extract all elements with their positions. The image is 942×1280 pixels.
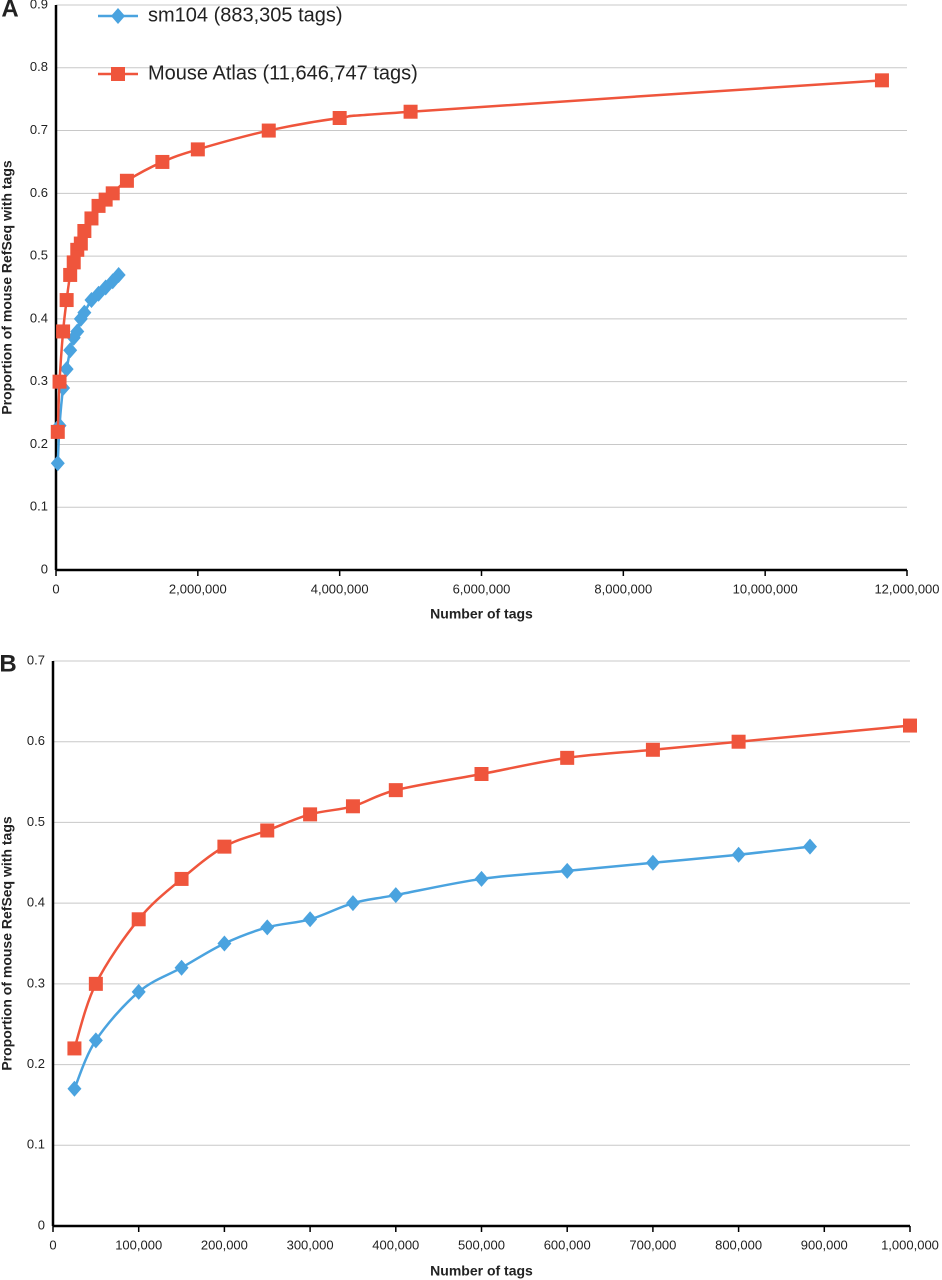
data-point	[67, 1041, 82, 1056]
panel-label: A	[1, 0, 18, 22]
data-point	[174, 959, 189, 976]
data-point	[474, 870, 489, 887]
y-tick-label: 0.7	[30, 122, 48, 137]
x-tick-label: 6,000,000	[453, 581, 511, 596]
data-point	[303, 807, 318, 822]
y-tick-label: 0.3	[27, 975, 45, 990]
data-point	[731, 734, 746, 749]
x-axis-title: Number of tags	[430, 606, 533, 622]
data-point	[50, 424, 65, 439]
y-tick-label: 0.5	[30, 248, 48, 263]
data-point	[260, 919, 275, 936]
data-point	[345, 799, 360, 814]
data-point	[131, 912, 146, 927]
y-tick-label: 0.6	[27, 733, 45, 748]
panel-label: B	[0, 650, 17, 677]
x-tick-label: 300,000	[287, 1237, 334, 1252]
data-point	[560, 862, 575, 879]
y-tick-label: 0	[38, 1217, 45, 1232]
data-point	[388, 783, 403, 798]
x-tick-label: 500,000	[458, 1237, 505, 1252]
x-tick-label: 600,000	[544, 1237, 591, 1252]
data-point	[474, 767, 489, 781]
data-point	[155, 154, 170, 169]
data-point	[119, 173, 134, 188]
data-point	[67, 1080, 82, 1097]
y-tick-label: 0.7	[27, 652, 45, 667]
legend-label: Mouse Atlas (11,646,747 tags)	[148, 62, 418, 84]
data-point	[56, 324, 71, 339]
data-point	[903, 718, 917, 733]
data-point	[217, 935, 232, 952]
x-axis-title: Number of tags	[430, 1263, 533, 1279]
x-tick-label: 0	[52, 581, 59, 596]
data-point	[260, 823, 275, 838]
data-point	[131, 983, 146, 1000]
data-point	[50, 455, 65, 472]
y-tick-label: 0.4	[30, 310, 48, 325]
data-point	[303, 911, 318, 928]
x-tick-label: 400,000	[372, 1237, 419, 1252]
data-point	[174, 871, 189, 886]
data-point	[190, 142, 205, 157]
data-point	[63, 267, 78, 282]
x-tick-label: 1,000,000	[881, 1237, 939, 1252]
data-point	[802, 838, 817, 855]
legend-label: sm104 (883,305 tags)	[148, 4, 343, 26]
data-point	[645, 854, 660, 871]
y-tick-label: 0.3	[30, 373, 48, 388]
data-point	[874, 73, 889, 88]
x-tick-label: 2,000,000	[169, 581, 227, 596]
y-tick-label: 0.1	[27, 1137, 45, 1152]
y-tick-label: 0.5	[27, 814, 45, 829]
y-tick-label: 0.2	[27, 1056, 45, 1071]
x-tick-label: 900,000	[801, 1237, 848, 1252]
data-point	[73, 236, 88, 251]
data-point	[345, 895, 360, 912]
y-tick-label: 0.4	[27, 895, 45, 910]
x-tick-label: 800,000	[715, 1237, 762, 1252]
data-point	[66, 255, 81, 270]
y-axis-title: Proportion of mouse RefSeq with tags	[0, 160, 15, 415]
y-tick-label: 0.1	[30, 499, 48, 514]
data-point	[77, 304, 92, 321]
data-point	[59, 293, 74, 308]
x-tick-label: 100,000	[115, 1237, 162, 1252]
data-point	[645, 742, 660, 757]
y-tick-label: 0.6	[30, 185, 48, 200]
y-axis-title: Proportion of mouse RefSeq with tags	[0, 816, 15, 1071]
data-point	[731, 846, 746, 863]
data-point	[59, 361, 74, 378]
data-point	[84, 211, 99, 226]
y-tick-label: 0.2	[30, 436, 48, 451]
legend-marker	[111, 67, 125, 81]
x-tick-label: 0	[49, 1237, 56, 1252]
data-point	[88, 976, 103, 991]
data-point	[388, 887, 403, 904]
data-point	[52, 374, 67, 389]
data-point	[70, 323, 85, 340]
y-tick-label: 0.9	[30, 0, 48, 11]
data-point	[403, 104, 418, 119]
data-point	[111, 266, 126, 283]
series-line	[73, 724, 911, 1049]
y-tick-label: 0.8	[30, 59, 48, 74]
data-point	[63, 342, 78, 359]
y-tick-label: 0	[41, 561, 48, 576]
data-point	[77, 224, 92, 238]
x-tick-label: 200,000	[201, 1237, 248, 1252]
x-tick-label: 10,000,000	[733, 581, 798, 596]
x-tick-label: 12,000,000	[874, 581, 939, 596]
legend-marker	[111, 8, 125, 24]
data-point	[105, 186, 120, 201]
x-tick-label: 4,000,000	[311, 581, 369, 596]
x-tick-label: 8,000,000	[594, 581, 652, 596]
data-point	[261, 123, 276, 138]
data-point	[217, 839, 232, 854]
data-point	[332, 111, 347, 125]
data-point	[560, 750, 575, 765]
x-tick-label: 700,000	[629, 1237, 676, 1252]
data-point	[88, 1032, 103, 1049]
